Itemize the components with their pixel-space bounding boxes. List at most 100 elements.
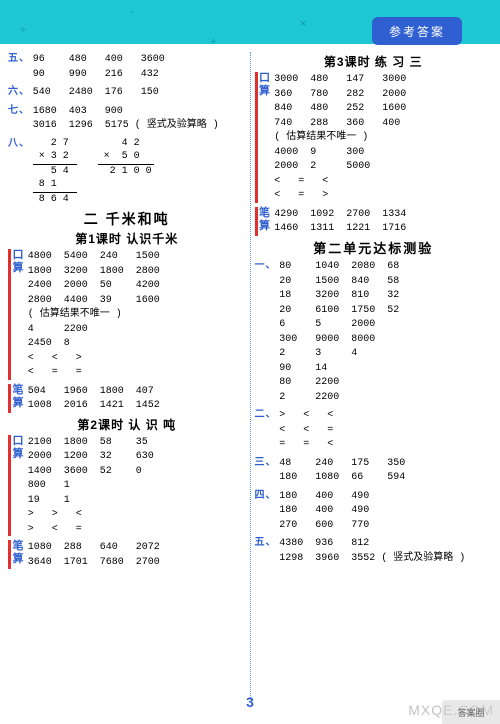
row: 740 288 360 400 — [274, 118, 400, 129]
row: 19 1 — [28, 495, 70, 506]
bisuan-label: 笔算 — [11, 384, 25, 410]
kousuan-label: 口算 — [258, 72, 272, 98]
row: 4000 9 300 — [274, 147, 364, 158]
row: 18 3200 810 32 — [279, 290, 399, 301]
row: < = < — [274, 176, 328, 187]
row: 300 9000 8000 — [279, 334, 375, 345]
lesson-2-title: 第2课时 认 识 吨 — [8, 417, 246, 433]
row: 3016 1296 5175 ( 竖式及验算略 ) — [33, 120, 219, 131]
row: > > < — [28, 509, 82, 520]
kousuan-label: 口算 — [11, 435, 25, 461]
row: 90 990 216 432 — [33, 69, 159, 80]
answer-key-badge: 参考答案 — [372, 17, 462, 45]
section-8: 八、 2 7 × 3 2 5 4 8 1 8 6 4 4 2 × 5 0 2 1… — [8, 137, 246, 207]
row: ( 估算结果不唯一 ) — [28, 309, 122, 320]
label-8: 八、 — [8, 138, 30, 149]
row: 1400 3600 52 0 — [28, 466, 142, 477]
lesson-2-kousuan: 口算 2100 1800 58 35 2000 1200 32 630 1400… — [8, 435, 246, 537]
row: < = = — [28, 367, 82, 378]
row: 1800 3200 1800 2800 — [28, 266, 160, 277]
label-2: 二、 — [255, 409, 277, 420]
lesson-1-title: 第1课时 认识千米 — [8, 231, 246, 247]
row: 180 400 490 — [279, 491, 369, 502]
row: 840 480 252 1600 — [274, 103, 406, 114]
row: 270 600 770 — [279, 520, 369, 531]
row: 4 2200 — [28, 324, 88, 335]
label-1: 一、 — [255, 260, 277, 271]
label-5: 五、 — [8, 53, 30, 64]
unit2-s5: 五、 4380 936 812 1298 3960 3552 ( 竖式及验算略 … — [255, 536, 493, 565]
row: 2800 4400 39 1600 — [28, 295, 160, 306]
row: 1298 3960 3552 ( 竖式及验算略 ) — [279, 553, 465, 564]
row: = = < — [279, 439, 333, 450]
bisuan-label: 笔算 — [11, 540, 25, 566]
watermark-badge: 答案圈 — [442, 700, 500, 724]
row: ( 估算结果不唯一 ) — [274, 132, 368, 143]
row: 540 2480 176 150 — [33, 87, 159, 98]
unit-2-test-title: 第二单元达标测验 — [255, 240, 493, 258]
row: 80 1040 2080 68 — [279, 261, 399, 272]
row: 3640 1701 7680 2700 — [28, 557, 160, 568]
unit2-s3: 三、 48 240 175 350 180 1080 66 594 — [255, 456, 493, 485]
lesson-3-kousuan: 口算 3000 480 147 3000 360 780 282 2000 84… — [255, 72, 493, 203]
row: 2100 1800 58 35 — [28, 437, 148, 448]
row: 1008 2016 1421 1452 — [28, 400, 160, 411]
lesson-3-title: 第3课时 练 习 三 — [255, 54, 493, 70]
label-7: 七、 — [8, 105, 30, 116]
row: < < > — [28, 353, 82, 364]
row: 2000 2 5000 — [274, 161, 370, 172]
row: 2400 2000 50 4200 — [28, 280, 160, 291]
row: 20 6100 1750 52 — [279, 305, 399, 316]
label-4: 四、 — [255, 490, 277, 501]
section-5: 五、 96 480 400 3600 90 990 216 432 — [8, 52, 246, 81]
row: 1680 403 900 — [33, 106, 123, 117]
row: 2 2200 — [279, 392, 339, 403]
row: 4290 1092 2700 1334 — [274, 209, 406, 220]
unit2-s4: 四、 180 400 490 180 400 490 270 600 770 — [255, 489, 493, 533]
minus-symbol: - — [130, 6, 134, 18]
multiplication-1: 2 7 × 3 2 5 4 8 1 8 6 4 — [33, 137, 77, 207]
row: < < = — [279, 425, 333, 436]
row: 90 14 — [279, 363, 327, 374]
label-5: 五、 — [255, 537, 277, 548]
row: 180 1080 66 594 — [279, 472, 405, 483]
row: 4800 5400 240 1500 — [28, 251, 160, 262]
lesson-1-kousuan: 口算 4800 5400 240 1500 1800 3200 1800 280… — [8, 249, 246, 380]
multiplication-2: 4 2 × 5 0 2 1 0 0 — [98, 137, 154, 179]
kousuan-label: 口算 — [11, 249, 25, 275]
row: 4380 936 812 — [279, 538, 369, 549]
bisuan-label: 笔算 — [258, 207, 272, 233]
label-6: 六、 — [8, 86, 30, 97]
row: 1460 1311 1221 1716 — [274, 223, 406, 234]
section-6: 六、 540 2480 176 150 — [8, 85, 246, 100]
unit2-s2: 二、 > < < < < = = = < — [255, 408, 493, 452]
divide-symbol: ÷ — [20, 24, 26, 36]
row: 6 5 2000 — [279, 319, 375, 330]
row: 96 480 400 3600 — [33, 54, 165, 65]
row: 2450 8 — [28, 338, 70, 349]
right-column: 第3课时 练 习 三 口算 3000 480 147 3000 360 780 … — [251, 52, 493, 692]
unit2-s1: 一、 80 1040 2080 68 20 1500 840 58 18 320… — [255, 259, 493, 404]
row: 48 240 175 350 — [279, 458, 405, 469]
content-area: 五、 96 480 400 3600 90 990 216 432 六、 540… — [0, 44, 500, 692]
row: > < = — [28, 524, 82, 535]
row: 3000 480 147 3000 — [274, 74, 406, 85]
lesson-2-bisuan: 笔算 1080 288 640 2072 3640 1701 7680 2700 — [8, 540, 246, 569]
row: 504 1960 1800 407 — [28, 386, 154, 397]
row: 80 2200 — [279, 377, 339, 388]
row: 20 1500 840 58 — [279, 276, 399, 287]
row: > < < — [279, 410, 333, 421]
row: 180 400 490 — [279, 505, 369, 516]
lesson-3-bisuan: 笔算 4290 1092 2700 1334 1460 1311 1221 17… — [255, 207, 493, 236]
times-symbol: × — [300, 18, 306, 30]
row: 1080 288 640 2072 — [28, 542, 160, 553]
row: < = > — [274, 190, 328, 201]
section-7: 七、 1680 403 900 3016 1296 5175 ( 竖式及验算略 … — [8, 104, 246, 133]
lesson-1-bisuan: 笔算 504 1960 1800 407 1008 2016 1421 1452 — [8, 384, 246, 413]
row: 2 3 4 — [279, 348, 357, 359]
row: 2000 1200 32 630 — [28, 451, 154, 462]
plus-symbol: + — [210, 36, 216, 48]
label-3: 三、 — [255, 457, 277, 468]
top-bar: ÷ - + × 参考答案 — [0, 0, 500, 44]
row: 800 1 — [28, 480, 70, 491]
